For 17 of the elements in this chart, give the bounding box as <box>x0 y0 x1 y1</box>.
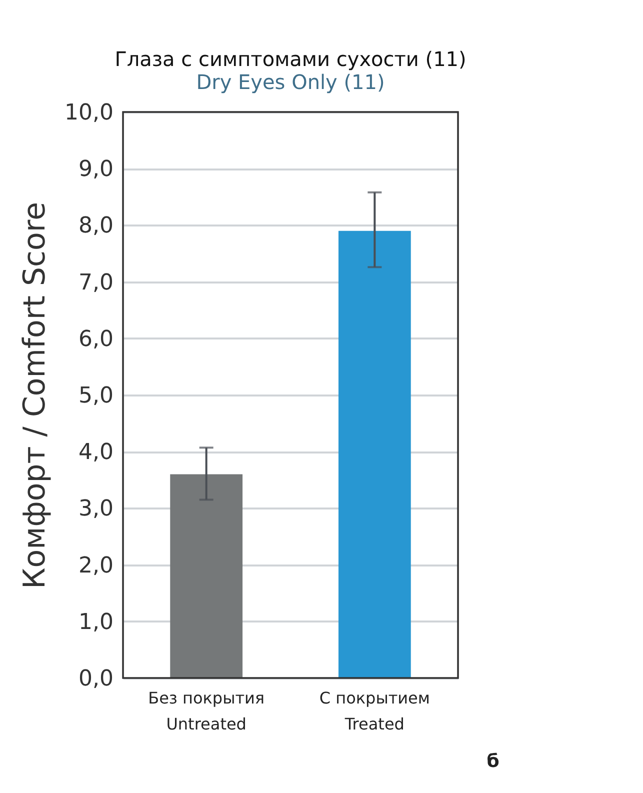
y-tick-label: 1,0 <box>78 610 114 635</box>
y-tick-label: 4,0 <box>78 440 114 466</box>
y-tick-label: 9,0 <box>78 157 114 182</box>
chart-subtitle: Dry Eyes Only (11) <box>196 70 385 94</box>
y-tick-label: 6,0 <box>78 326 114 352</box>
y-tick-label: 10,0 <box>64 100 114 126</box>
x-tick-label: С покрытием Treated <box>319 688 430 734</box>
x-tick-label: Без покрытия Untreated <box>148 688 265 734</box>
chart-title: Глаза с симптомами сухости (11) <box>114 47 466 71</box>
y-tick-label: 5,0 <box>78 384 114 408</box>
y-tick-label: 8,0 <box>78 214 114 239</box>
y-tick-label: 3,0 <box>78 496 114 522</box>
y-tick-label: 0,0 <box>78 666 114 692</box>
y-tick-label: 7,0 <box>78 270 114 296</box>
text: б <box>486 751 500 772</box>
y-tick-label: 2,0 <box>78 553 114 578</box>
y-axis-title: Комфорт / Comfort Score <box>18 202 53 590</box>
